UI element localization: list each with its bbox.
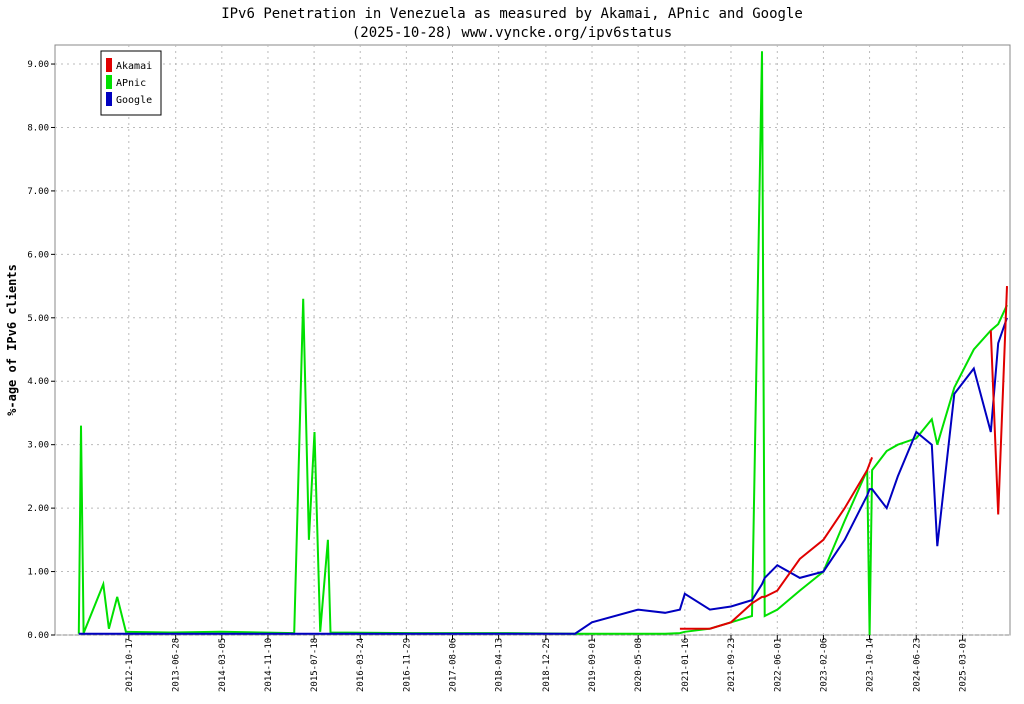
- legend-swatch: [106, 92, 112, 106]
- plot-area: [54, 44, 1011, 636]
- y-axis-label: %-age of IPv6 clients: [5, 264, 19, 416]
- x-tick-label: 2012-10-17: [125, 638, 135, 692]
- data-line: [77, 51, 1008, 636]
- x-tick-label: 2014-03-05: [218, 638, 228, 692]
- x-tick-label: 2017-08-06: [449, 638, 459, 692]
- x-tick-label: 2019-09-01: [588, 638, 598, 692]
- x-tick-label: 2014-11-10: [264, 638, 274, 692]
- y-tick-label: 1.00: [27, 568, 49, 578]
- x-tick-label: 2013-06-28: [172, 638, 182, 692]
- x-tick-label: 2022-06-01: [773, 638, 783, 692]
- legend-swatch: [106, 58, 112, 72]
- x-tick-label: 2021-09-23: [727, 638, 737, 692]
- chart-subtitle: (2025-10-28) www.vyncke.org/ipv6status: [352, 25, 672, 41]
- x-tick-label: 2018-12-25: [542, 638, 552, 692]
- x-tick-label: 2021-01-16: [681, 638, 691, 692]
- legend-label: Akamai: [116, 61, 152, 72]
- y-tick-label: 5.00: [27, 314, 49, 324]
- x-tick-label: 2023-02-06: [819, 638, 829, 692]
- legend-swatch: [106, 75, 112, 89]
- legend-label: APnic: [116, 78, 146, 89]
- x-tick-label: 2018-04-13: [495, 638, 505, 692]
- y-tick-label: 7.00: [27, 187, 49, 197]
- x-tick-label: 2015-07-18: [310, 638, 320, 692]
- data-line: [78, 317, 1008, 635]
- x-tick-label: 2025-03-01: [959, 638, 969, 692]
- y-tick-label: 0.00: [27, 631, 49, 641]
- x-tick-label: 2024-06-23: [912, 638, 922, 692]
- x-tick-label: 2016-03-24: [356, 638, 366, 692]
- y-tick-label: 8.00: [27, 123, 49, 133]
- y-tick-label: 2.00: [27, 504, 49, 514]
- chart-title: IPv6 Penetration in Venezuela as measure…: [221, 6, 803, 22]
- x-tick-label: 2016-11-29: [402, 638, 412, 692]
- y-tick-label: 4.00: [27, 377, 49, 387]
- x-tick-label: 2023-10-14: [866, 638, 876, 692]
- y-tick-label: 9.00: [27, 60, 49, 70]
- y-tick-label: 3.00: [27, 441, 49, 451]
- data-line: [679, 286, 1008, 630]
- legend-label: Google: [116, 95, 152, 106]
- x-tick-label: 2020-05-08: [634, 638, 644, 692]
- y-tick-label: 6.00: [27, 250, 49, 260]
